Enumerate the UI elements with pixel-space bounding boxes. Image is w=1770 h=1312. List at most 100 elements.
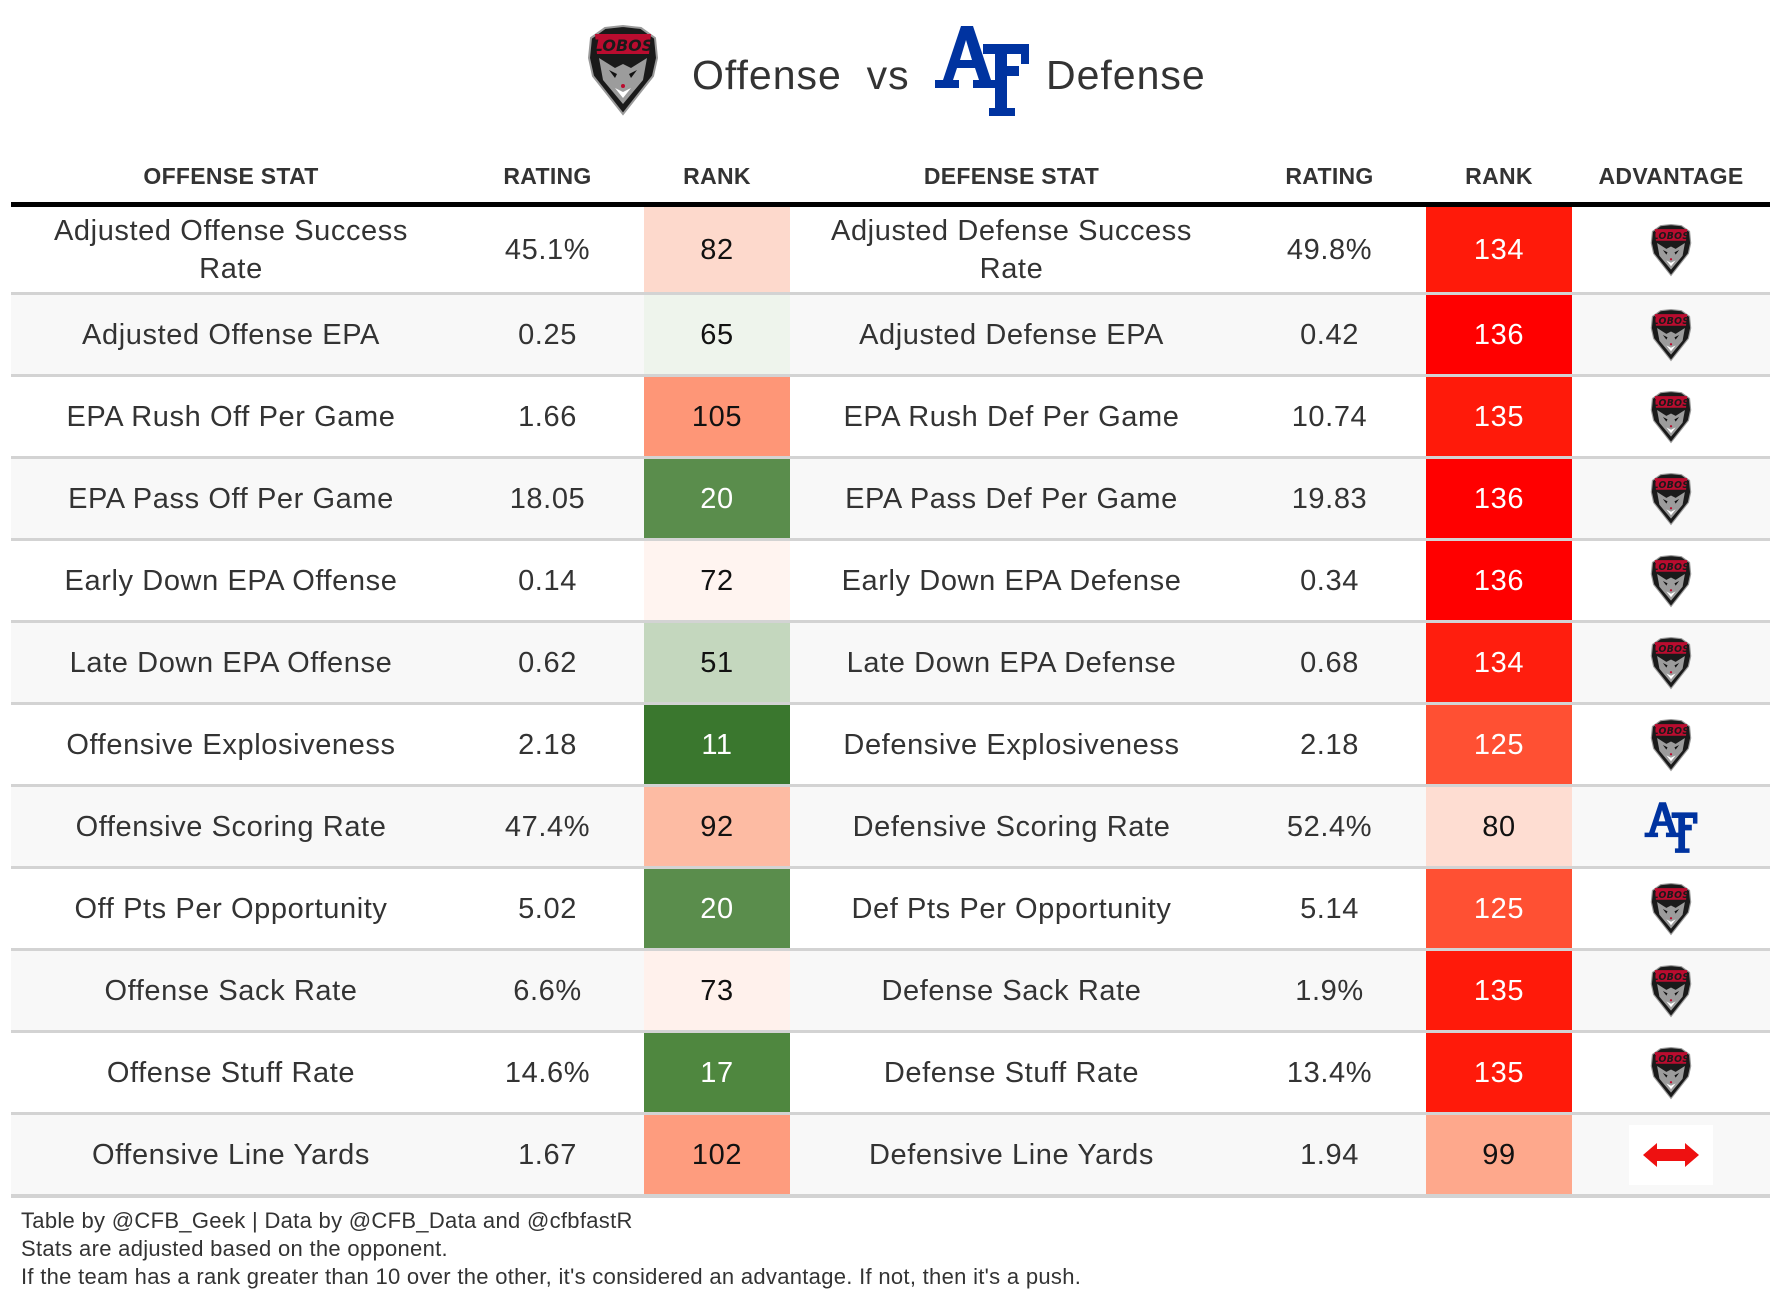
defense-label: Defense [1046, 52, 1206, 98]
title-offense-text: Offense vs [692, 52, 910, 99]
lobos-logo-icon [1649, 390, 1693, 444]
defense-rank: 125 [1426, 705, 1572, 784]
offense-rating: 2.18 [518, 728, 577, 761]
offense-rating: 45.1% [504, 233, 591, 266]
footer-credits: Table by @CFB_Geek | Data by @CFB_Data a… [21, 1208, 633, 1233]
header-offense-rank: RANK [683, 162, 751, 189]
offense-rank: 73 [644, 951, 790, 1030]
offense-rating: 0.25 [518, 318, 577, 351]
defense-rank: 80 [1426, 787, 1572, 866]
table-row: Late Down EPA Offense 0.62 51 Late Down EPA… [11, 623, 1770, 705]
defense-rank: 99 [1426, 1115, 1572, 1194]
defense-stat-name: Adjusted Defense Success Rate [831, 214, 1192, 285]
table-row: Off Pts Per Opportunity 5.02 20 Def Pts Per… [11, 869, 1770, 951]
advantage-cell [1572, 377, 1770, 456]
advantage-cell [1572, 295, 1770, 374]
table-row: Offensive Line Yards 1.67 102 Defensive Lin… [11, 1115, 1770, 1198]
push-indicator [1629, 1124, 1713, 1185]
defense-stat-name: Late Down EPA Defense [846, 646, 1177, 679]
defense-stat-name: Defensive Explosiveness [843, 728, 1180, 761]
footer-note-adjusted: Stats are adjusted based on the opponent… [21, 1236, 448, 1261]
lobos-logo-icon [1649, 223, 1693, 277]
offense-stat-name: Off Pts Per Opportunity [74, 892, 388, 925]
defense-rating: 5.14 [1300, 892, 1359, 925]
footer: Table by @CFB_Geek | Data by @CFB_Data a… [21, 1207, 1081, 1291]
offense-stat-name: Early Down EPA Offense [64, 564, 398, 597]
offense-rank: 11 [644, 705, 790, 784]
offense-rating: 47.4% [504, 810, 591, 843]
lobos-logo-icon [1649, 964, 1693, 1018]
offense-rating: 0.14 [518, 564, 577, 597]
lobos-logo-icon [1649, 472, 1693, 526]
offense-rank: 20 [644, 869, 790, 948]
defense-stat-name: Def Pts Per Opportunity [851, 892, 1172, 925]
advantage-cell [1572, 459, 1770, 538]
defense-rank: 135 [1426, 1033, 1572, 1112]
advantage-cell [1572, 541, 1770, 620]
table-row: Adjusted Offense EPA 0.25 65 Adjusted Defen… [11, 295, 1770, 377]
offense-stat-name: EPA Pass Off Per Game [68, 482, 394, 515]
table-row: Offense Stuff Rate 14.6% 17 Defense Stuff R… [11, 1033, 1770, 1115]
vs-label: vs [866, 52, 910, 98]
footer-note-advantage: If the team has a rank greater than 10 o… [21, 1264, 1082, 1289]
advantage-cell [1572, 623, 1770, 702]
defense-rating: 19.83 [1291, 482, 1368, 515]
table-row: Offensive Explosiveness 2.18 11 Defensive E… [11, 705, 1770, 787]
air-force-logo-icon [933, 22, 1031, 118]
header-defense-rank: RANK [1465, 162, 1533, 189]
lobos-logo-icon [1649, 1046, 1693, 1100]
defense-rating: 0.34 [1300, 564, 1359, 597]
offense-label: Offense [692, 52, 842, 98]
defense-stat-name: EPA Rush Def Per Game [843, 400, 1180, 433]
defense-rank: 135 [1426, 951, 1572, 1030]
lobos-logo-icon [1649, 636, 1693, 690]
offense-rank: 102 [644, 1115, 790, 1194]
defense-rank: 136 [1426, 459, 1572, 538]
offense-stat-name: Offense Stuff Rate [106, 1056, 356, 1089]
lobos-logo-icon [1649, 308, 1693, 362]
offense-stat-name: EPA Rush Off Per Game [66, 400, 396, 433]
table-row: Adjusted Offense Success Rate 45.1% 82 Adju… [11, 207, 1770, 295]
advantage-cell [1572, 869, 1770, 948]
header-offense-rating: RATING [503, 162, 592, 189]
offense-stat-name: Offensive Scoring Rate [75, 810, 387, 843]
advantage-cell [1572, 787, 1770, 866]
offense-stat-name: Offensive Line Yards [92, 1138, 370, 1171]
offense-rating: 14.6% [504, 1056, 591, 1089]
defense-stat-name: Adjusted Defense EPA [859, 318, 1164, 351]
offense-rating: 5.02 [518, 892, 577, 925]
advantage-cell [1572, 207, 1770, 292]
defense-rank: 125 [1426, 869, 1572, 948]
offense-stat-name: Offense Sack Rate [104, 974, 358, 1007]
matchup-table: OFFENSE STAT RATING RANK DEFENSE STAT RA… [11, 150, 1770, 1198]
advantage-cell [1572, 1033, 1770, 1112]
defense-rank: 136 [1426, 295, 1572, 374]
advantage-cell [1572, 1115, 1770, 1194]
offense-rating: 6.6% [513, 974, 582, 1007]
offense-rank: 65 [644, 295, 790, 374]
defense-rating: 0.68 [1300, 646, 1359, 679]
table-row: EPA Pass Off Per Game 18.05 20 EPA Pass Def… [11, 459, 1770, 541]
offense-stat-name: Adjusted Offense EPA [82, 318, 380, 351]
offense-rating: 0.62 [518, 646, 577, 679]
defense-rating: 0.42 [1300, 318, 1359, 351]
offense-stat-name: Late Down EPA Offense [69, 646, 393, 679]
defense-rating: 1.9% [1295, 974, 1364, 1007]
offense-rank: 17 [644, 1033, 790, 1112]
defense-rank: 134 [1426, 623, 1572, 702]
lobos-logo-icon [1649, 554, 1693, 608]
defense-stat-name: Defensive Scoring Rate [852, 810, 1171, 843]
defense-stat-name: Defense Stuff Rate [883, 1056, 1140, 1089]
defense-rating: 49.8% [1286, 233, 1373, 266]
defense-rating: 13.4% [1286, 1056, 1373, 1089]
table-row: EPA Rush Off Per Game 1.66 105 EPA Rush Def… [11, 377, 1770, 459]
defense-rating: 1.94 [1300, 1138, 1359, 1171]
defense-rating: 52.4% [1286, 810, 1373, 843]
table-row: Early Down EPA Offense 0.14 72 Early Down E… [11, 541, 1770, 623]
offense-stat-name: Adjusted Offense Success Rate [53, 214, 408, 285]
defense-rank: 134 [1426, 207, 1572, 292]
offense-rating: 18.05 [509, 482, 586, 515]
offense-rank: 105 [644, 377, 790, 456]
defense-rating: 2.18 [1300, 728, 1359, 761]
header-advantage: ADVANTAGE [1598, 162, 1744, 189]
